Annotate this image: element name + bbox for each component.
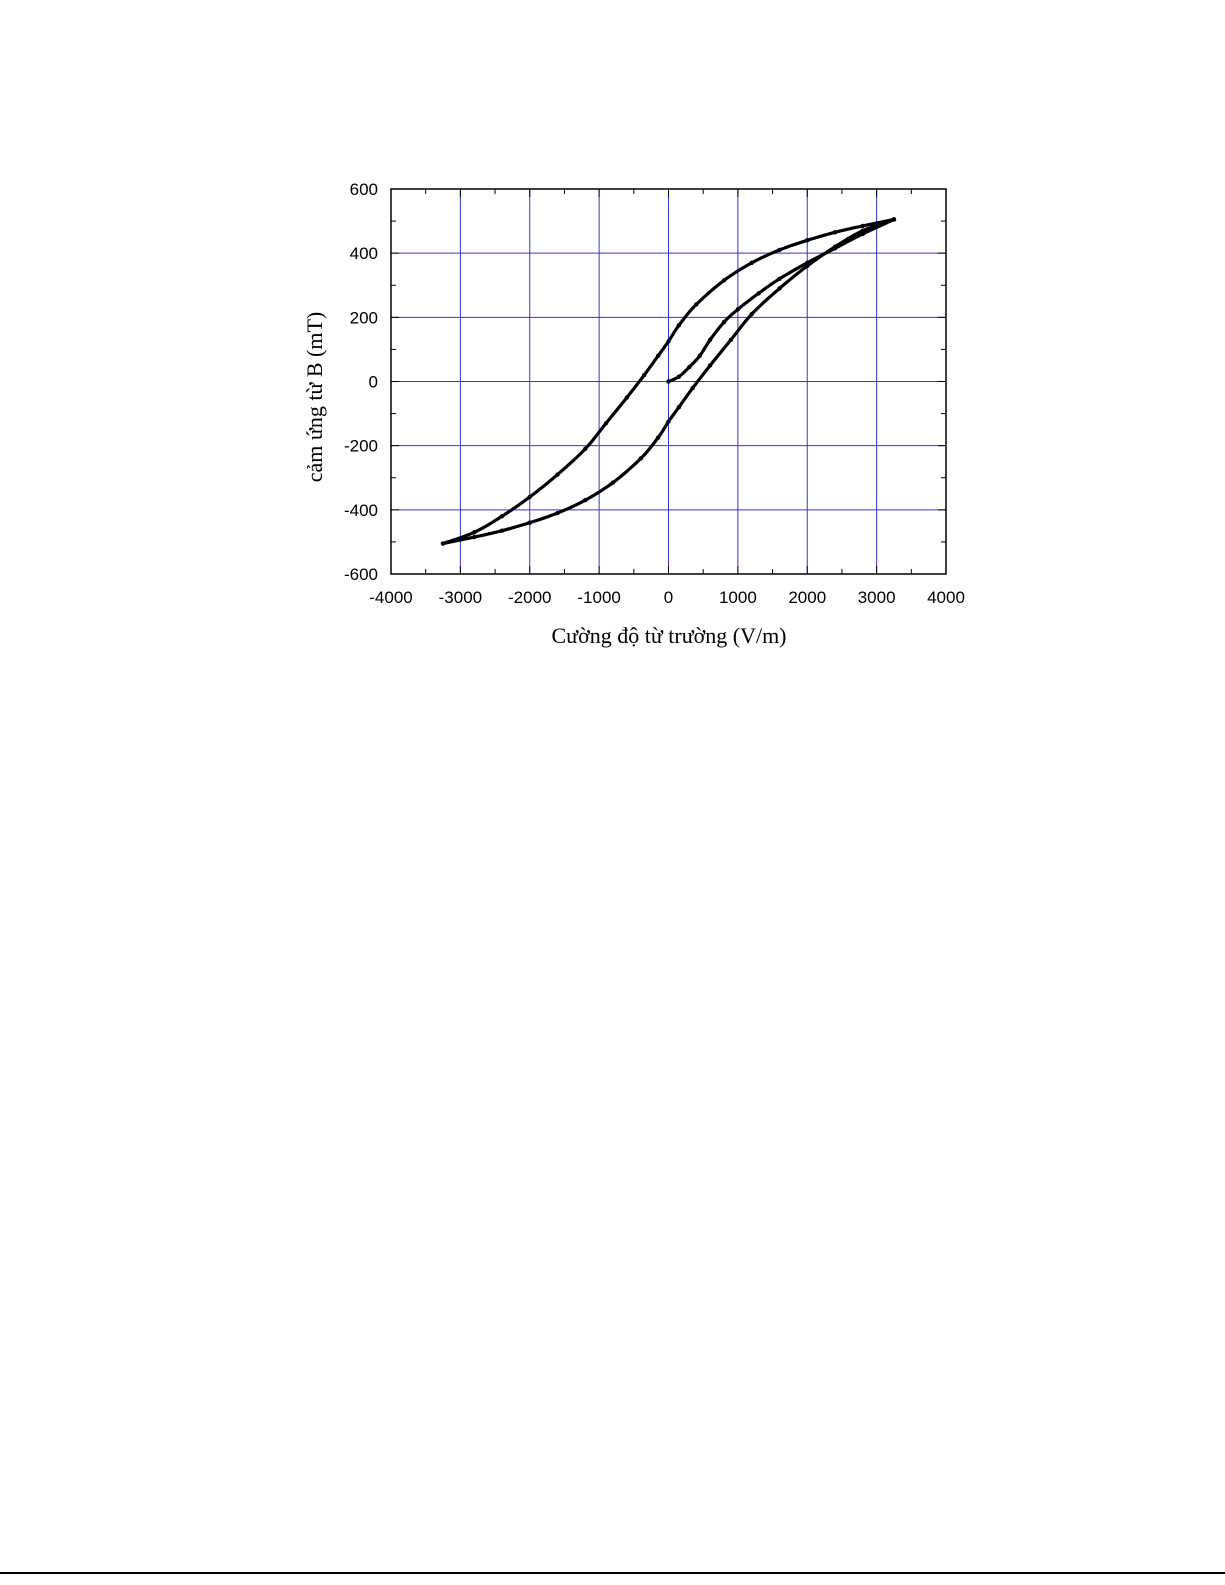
data-point [690, 385, 695, 391]
data-series [440, 217, 897, 546]
data-point [555, 510, 560, 516]
data-point [777, 286, 782, 291]
data-point [749, 311, 754, 317]
data-point [472, 530, 477, 535]
y-tick-label: -400 [344, 501, 378, 520]
data-point [832, 244, 838, 249]
data-point [697, 353, 702, 359]
y-tick-label: 400 [350, 244, 378, 263]
data-point [666, 379, 671, 384]
data-point [499, 514, 505, 519]
data-point [832, 230, 838, 235]
page-bottom-rule [0, 1572, 1225, 1574]
data-point [555, 472, 560, 477]
y-tick-label: 600 [350, 180, 378, 199]
series-2-curve [441, 217, 896, 546]
data-point [666, 339, 671, 344]
data-point [891, 217, 897, 222]
x-tick-labels: -4000 -3000 -2000 -1000 0 1000 2000 3000 4000 [369, 588, 965, 607]
data-point [756, 291, 761, 296]
data-point [676, 404, 682, 410]
data-point [860, 223, 865, 229]
data-point [707, 337, 713, 342]
data-point [583, 446, 588, 452]
data-point [676, 323, 682, 328]
x-tick-label: 2000 [788, 588, 826, 607]
x-tick-label: -3000 [439, 588, 482, 607]
data-point [603, 421, 609, 426]
data-point [638, 456, 643, 461]
x-tick-label: 3000 [858, 588, 896, 607]
x-tick-label: -4000 [369, 588, 412, 607]
y-tick-label: -600 [344, 565, 378, 584]
data-point [666, 419, 671, 424]
data-point [676, 374, 682, 379]
data-point [527, 494, 532, 500]
data-point [805, 238, 810, 243]
data-point [687, 364, 692, 370]
y-axis-title: cảm ứng từ B (mT) [302, 312, 327, 482]
x-tick-label: -1000 [577, 588, 620, 607]
data-point [860, 228, 865, 233]
y-tick-label: 0 [369, 373, 378, 392]
y-tick-label: -200 [344, 437, 378, 456]
x-tick-label: -2000 [508, 588, 551, 607]
data-point [642, 372, 647, 378]
x-tick-label: 1000 [719, 588, 757, 607]
data-point [805, 263, 810, 269]
data-point [721, 278, 727, 283]
data-point [624, 395, 630, 400]
data-point [440, 541, 446, 546]
data-point [472, 534, 477, 540]
data-point [749, 260, 754, 265]
data-point [655, 353, 661, 359]
data-point [777, 276, 782, 282]
data-point [707, 363, 713, 368]
data-point [610, 480, 616, 485]
data-point [655, 435, 661, 440]
data-point [694, 302, 699, 307]
data-point [728, 337, 734, 342]
x-axis-title: Cường độ từ trường (V/m) [551, 623, 786, 648]
x-tick-label: 4000 [927, 588, 965, 607]
data-point [499, 528, 505, 533]
y-tick-labels: -600 -400 -200 0 200 400 600 [344, 180, 378, 584]
plot-frame [390, 188, 947, 575]
series-3-curve [441, 217, 896, 546]
data-point [583, 498, 588, 503]
data-point [527, 520, 532, 525]
x-tick-label: 0 [664, 588, 673, 607]
y-tick-label: 200 [350, 308, 378, 327]
data-point [777, 247, 782, 253]
data-point [721, 319, 727, 325]
data-point [735, 307, 741, 312]
